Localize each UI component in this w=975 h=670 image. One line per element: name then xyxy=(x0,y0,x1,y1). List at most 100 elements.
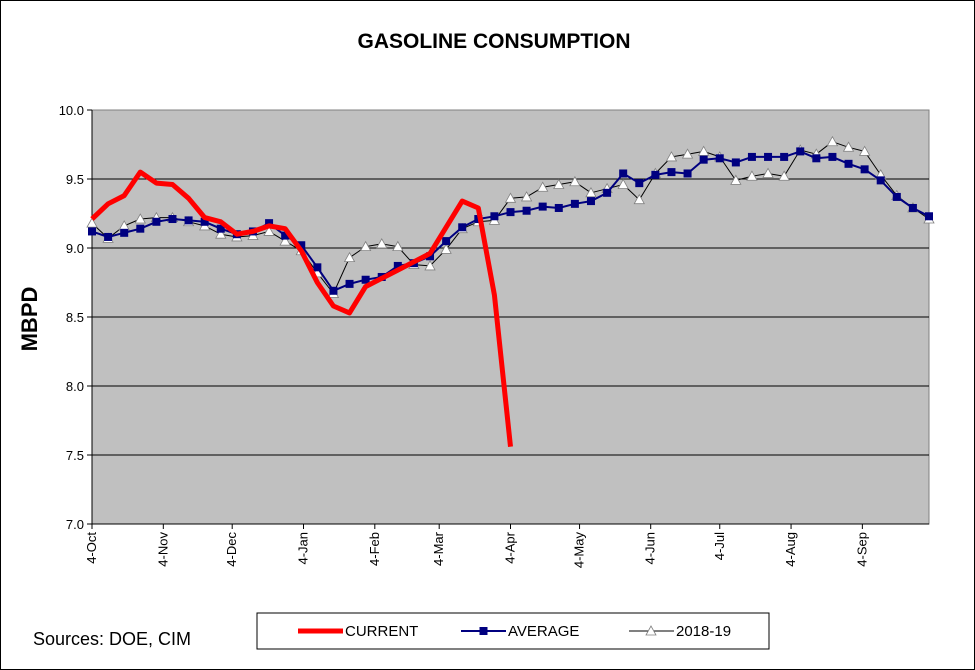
x-tick-label: 4-Aug xyxy=(783,532,798,567)
x-tick-label: 4-Feb xyxy=(367,532,382,566)
y-axis-label: MBPD xyxy=(17,287,42,352)
average-point xyxy=(442,237,451,246)
x-tick-label: 4-Sep xyxy=(854,532,869,567)
average-point xyxy=(281,231,290,240)
prior-year-point xyxy=(376,238,388,249)
average-point xyxy=(361,275,370,284)
average-point xyxy=(88,227,96,236)
prior-year-point xyxy=(730,174,742,185)
average-point xyxy=(329,286,338,295)
prior-year-point xyxy=(858,145,871,156)
average-point xyxy=(168,215,177,224)
x-tick-label: 4-Nov xyxy=(155,532,170,567)
average-point xyxy=(216,224,225,233)
average-point xyxy=(345,279,354,288)
average-point xyxy=(876,176,885,185)
average-point xyxy=(892,192,901,201)
prior-year-point xyxy=(553,178,565,189)
average-point xyxy=(780,152,789,161)
average-point xyxy=(265,219,274,228)
sources-note: Sources: DOE, CIM xyxy=(33,629,192,649)
x-tick-label: 4-May xyxy=(572,532,587,569)
prior-year-point xyxy=(762,167,774,178)
average-point xyxy=(554,203,563,212)
average-point xyxy=(860,165,869,174)
x-tick-label: 4-Mar xyxy=(431,531,446,566)
average-point xyxy=(506,208,515,217)
legend-label: AVERAGE xyxy=(508,623,579,640)
legend-label: 2018-19 xyxy=(676,623,731,640)
average-point xyxy=(603,188,612,197)
prior-year-point xyxy=(569,175,581,187)
average-point xyxy=(619,169,628,178)
prior-year-point xyxy=(746,170,758,181)
average-point xyxy=(570,199,579,208)
y-tick-label: 8.5 xyxy=(66,310,84,325)
average-point xyxy=(297,241,306,250)
prior-year-point xyxy=(263,225,275,236)
average-point xyxy=(844,159,853,168)
average-point xyxy=(313,263,322,272)
series-group xyxy=(86,135,935,447)
prior-year-point xyxy=(520,191,533,202)
average-point xyxy=(667,168,676,177)
prior-year-point xyxy=(778,170,790,181)
average-point xyxy=(586,197,595,206)
x-tick-label: 4-Dec xyxy=(224,532,239,567)
prior-year-point xyxy=(279,235,291,246)
legend-marker xyxy=(479,627,488,635)
average-point xyxy=(715,154,724,163)
prior-year-point xyxy=(537,181,549,192)
prior-year-point xyxy=(359,240,372,252)
average-point xyxy=(796,147,805,156)
y-tick-label: 7.5 xyxy=(66,448,84,463)
x-tick-label: 4-Oct xyxy=(84,532,99,564)
average-point xyxy=(490,212,499,221)
prior-year-point xyxy=(826,135,839,147)
average-point xyxy=(747,152,756,161)
average-point xyxy=(699,155,708,164)
y-tick-label: 7.0 xyxy=(66,517,84,532)
y-tick-label: 8.0 xyxy=(66,379,84,394)
average-point xyxy=(104,232,113,241)
prior-year-point xyxy=(617,178,629,189)
average-point xyxy=(651,170,660,179)
average-point xyxy=(812,154,821,163)
prior-year-point xyxy=(86,217,98,228)
prior-year-point xyxy=(440,243,452,254)
average-point xyxy=(458,223,467,232)
average-point xyxy=(828,152,837,161)
chart-title: GASOLINE CONSUMPTION xyxy=(357,30,630,53)
prior-year-point xyxy=(585,186,597,198)
average-point xyxy=(925,212,933,221)
prior-year-point xyxy=(842,141,855,152)
x-axis-ticks: 4-Oct 4-Nov 4-Dec 4-Jan 4-Feb 4-Mar 4-Apr 4-May… xyxy=(84,524,869,568)
prior-year-point xyxy=(681,148,694,159)
legend: CURRENT AVERAGE 2018-19 xyxy=(298,623,731,640)
average-point xyxy=(136,224,145,233)
average-point xyxy=(393,261,402,270)
average-point xyxy=(908,203,917,212)
prior-year-point xyxy=(215,228,227,239)
prior-year-point xyxy=(697,145,710,156)
average-point xyxy=(731,158,740,167)
average-point xyxy=(764,152,773,161)
average-point xyxy=(120,228,129,237)
gridlines xyxy=(92,178,929,456)
y-tick-label: 9.0 xyxy=(66,241,84,256)
prior-year-point xyxy=(633,193,645,205)
x-tick-label: 4-Jan xyxy=(296,532,311,565)
legend-item-2018-19: 2018-19 xyxy=(629,623,731,640)
average-point xyxy=(635,179,644,188)
prior-year-point xyxy=(343,251,356,263)
series-line-current xyxy=(90,169,513,447)
average-point xyxy=(538,202,547,211)
x-tick-label: 4-Jul xyxy=(712,532,727,560)
x-tick-label: 4-Jun xyxy=(643,532,658,565)
legend-marker xyxy=(645,625,657,636)
average-point xyxy=(152,217,161,226)
average-point xyxy=(683,169,692,178)
x-tick-label: 4-Apr xyxy=(503,531,518,563)
legend-label: CURRENT xyxy=(345,623,418,640)
